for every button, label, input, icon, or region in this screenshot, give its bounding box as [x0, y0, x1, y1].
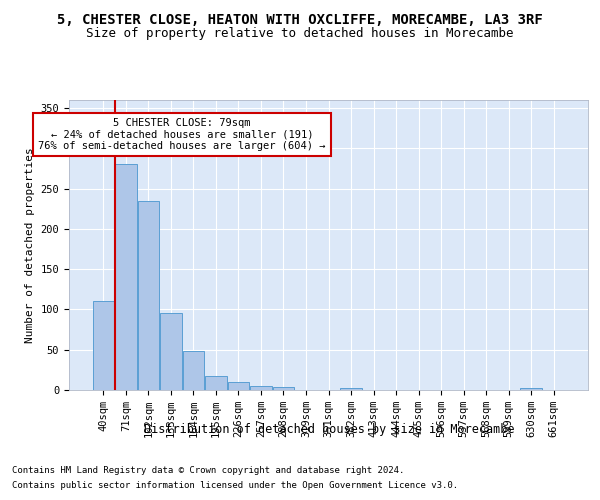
Bar: [273, 387, 294, 390]
Text: 5 CHESTER CLOSE: 79sqm
← 24% of detached houses are smaller (191)
76% of semi-de: 5 CHESTER CLOSE: 79sqm ← 24% of detached…: [38, 118, 326, 151]
Bar: [160, 314, 182, 390]
Bar: [340, 388, 362, 390]
Bar: [520, 388, 542, 390]
Text: 5, CHESTER CLOSE, HEATON WITH OXCLIFFE, MORECAMBE, LA3 3RF: 5, CHESTER CLOSE, HEATON WITH OXCLIFFE, …: [57, 12, 543, 26]
Text: Size of property relative to detached houses in Morecambe: Size of property relative to detached ho…: [86, 28, 514, 40]
Text: Contains public sector information licensed under the Open Government Licence v3: Contains public sector information licen…: [12, 481, 458, 490]
Bar: [182, 350, 204, 390]
Bar: [250, 386, 272, 390]
Text: Contains HM Land Registry data © Crown copyright and database right 2024.: Contains HM Land Registry data © Crown c…: [12, 466, 404, 475]
Bar: [92, 302, 114, 390]
Bar: [115, 164, 137, 390]
Bar: [137, 200, 159, 390]
Y-axis label: Number of detached properties: Number of detached properties: [25, 147, 35, 343]
Text: Distribution of detached houses by size in Morecambe: Distribution of detached houses by size …: [143, 422, 514, 436]
Bar: [205, 376, 227, 390]
Bar: [228, 382, 249, 390]
